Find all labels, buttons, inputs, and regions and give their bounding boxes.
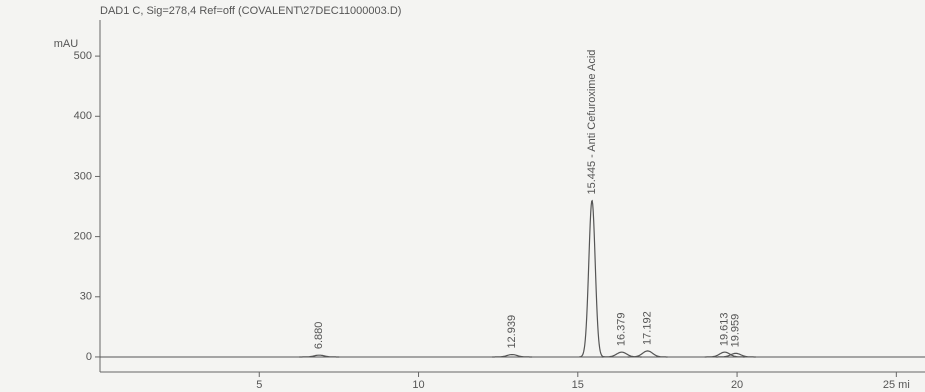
y-tick-label: 500: [74, 50, 92, 62]
x-tick-label: 15: [572, 379, 584, 391]
y-tick-label: 0: [86, 351, 92, 363]
y-tick-label: 200: [74, 231, 92, 243]
x-tick-label: 25 mi: [883, 379, 910, 391]
chart-title: DAD1 C, Sig=278,4 Ref=off (COVALENT\27DE…: [100, 5, 401, 17]
peak-label: 12.939: [506, 315, 518, 349]
y-tick-label: 300: [74, 170, 92, 182]
y-tick-label: 30: [80, 291, 92, 303]
x-tick-label: 5: [256, 379, 262, 391]
peak: [715, 352, 756, 358]
peak: [492, 354, 533, 358]
peak-label: 19.613: [719, 312, 731, 346]
peak: [579, 199, 605, 358]
peak: [704, 351, 745, 358]
peak-label: 17.192: [642, 311, 654, 345]
peak: [627, 350, 668, 358]
y-tick-label: 400: [74, 110, 92, 122]
y-axis-label: mAU: [54, 38, 79, 50]
peak-label: 15.445 - Anti Cefuroxime Acid: [586, 50, 598, 195]
peak: [299, 354, 340, 358]
x-tick-label: 10: [412, 379, 424, 391]
x-tick-label: 20: [731, 379, 743, 391]
peak-label: 19.959: [730, 314, 742, 348]
peak-label: 6.880: [313, 322, 325, 350]
peak-label: 16.379: [616, 312, 628, 346]
